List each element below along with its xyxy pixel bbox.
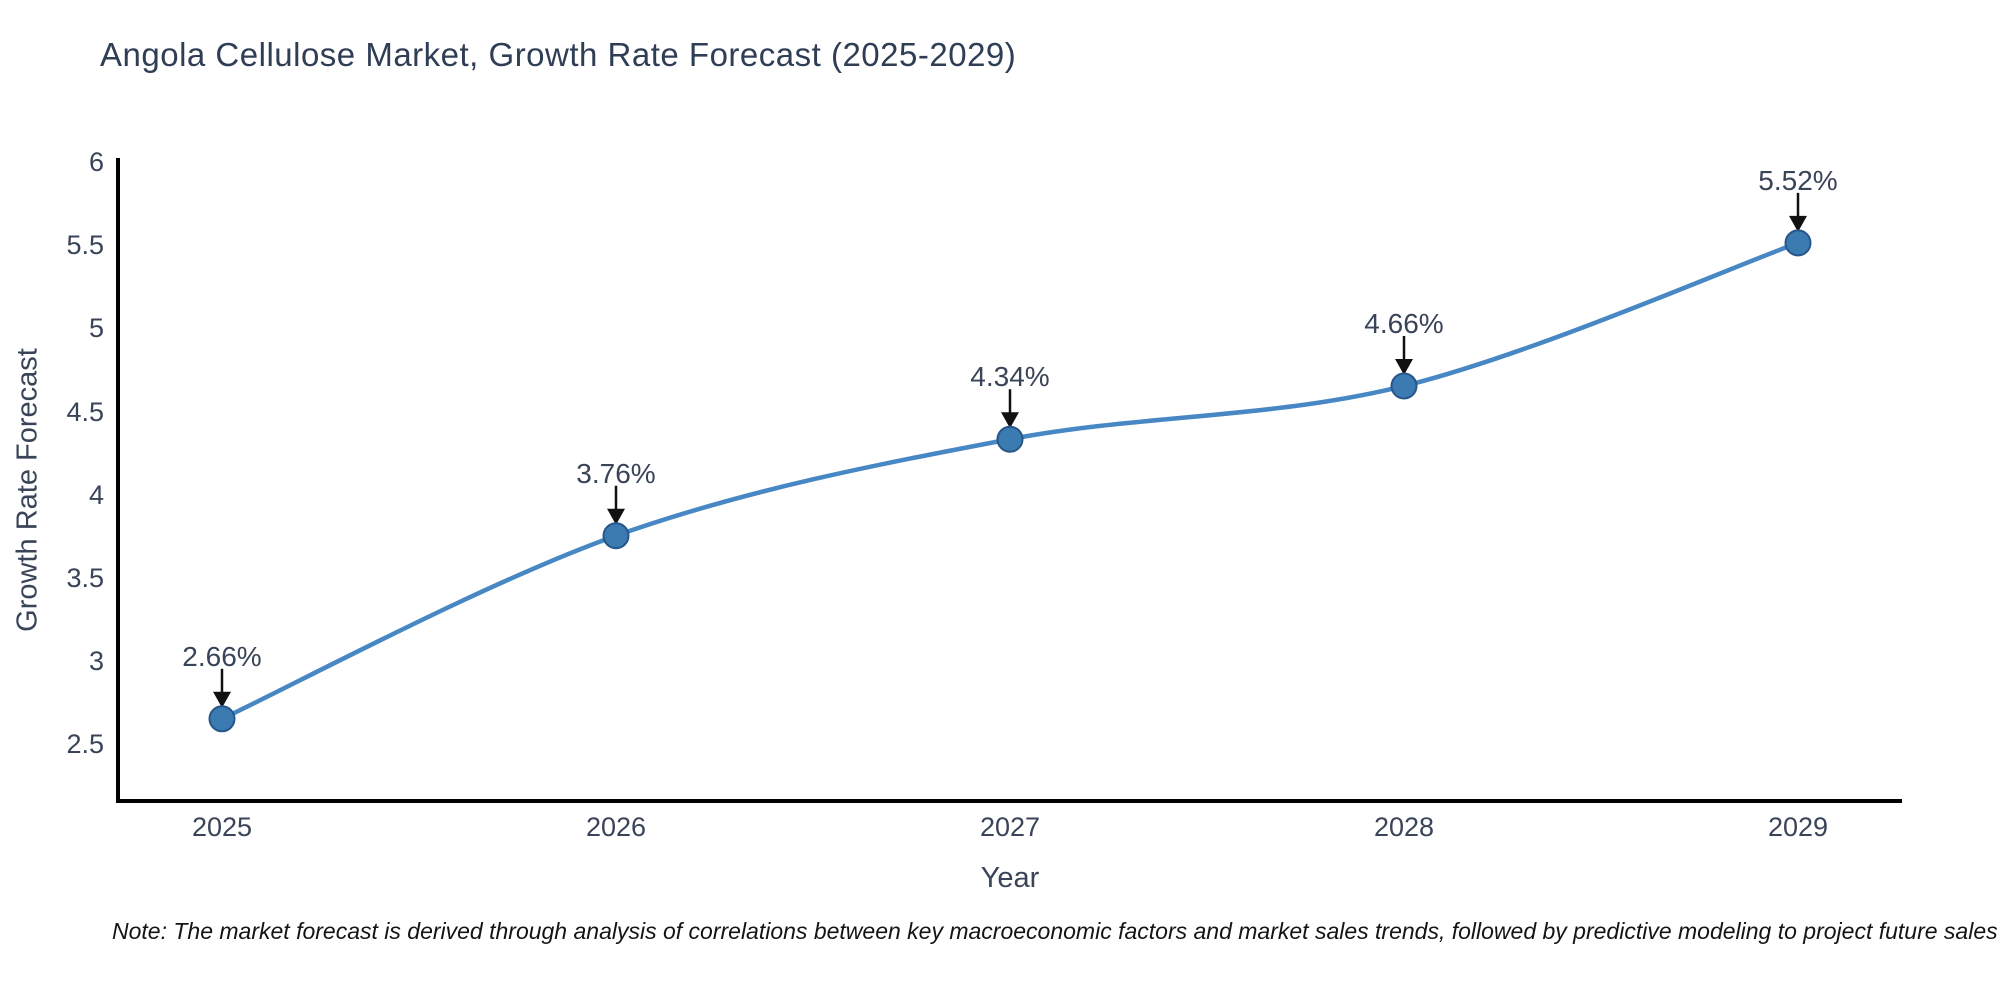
data-point-marker xyxy=(602,522,630,550)
annotation-arrow-head xyxy=(213,691,231,708)
annotation-arrow-head xyxy=(607,508,625,525)
x-tick-label: 2028 xyxy=(1373,812,1435,842)
x-tick-label: 2029 xyxy=(1767,812,1829,842)
y-tick-label: 3 xyxy=(88,646,104,677)
y-tick-label: 4.5 xyxy=(66,396,104,427)
x-axis-label: Year xyxy=(980,862,1040,894)
x-tick-label: 2025 xyxy=(191,812,253,842)
data-point-marker xyxy=(208,705,236,733)
x-tick-label: 2026 xyxy=(585,812,647,842)
point-value-label: 5.52% xyxy=(1758,164,1838,196)
y-tick-label: 6 xyxy=(88,147,104,177)
annotation-arrow-head xyxy=(1395,358,1413,375)
data-point-marker xyxy=(1390,372,1418,400)
y-tick-label: 2.5 xyxy=(66,729,104,760)
annotation-arrow-head xyxy=(1001,412,1019,429)
y-tick-label: 4 xyxy=(88,479,104,510)
point-value-label: 3.76% xyxy=(576,457,656,489)
y-tick-label: 5 xyxy=(88,313,104,344)
annotation-arrow-head xyxy=(1789,215,1807,232)
data-point-marker xyxy=(1784,229,1812,257)
data-point-marker xyxy=(996,425,1024,453)
point-value-label: 4.66% xyxy=(1364,307,1444,339)
y-axis-label: Growth Rate Forecast xyxy=(11,348,44,632)
trend-line xyxy=(221,240,1799,721)
footnote: Note: The market forecast is derived thr… xyxy=(112,918,1998,944)
y-tick-label: 3.5 xyxy=(66,563,104,593)
x-tick-label: 2027 xyxy=(979,812,1041,842)
point-value-label: 2.66% xyxy=(182,640,262,672)
y-tick-label: 5.5 xyxy=(66,230,104,261)
chart-title: Angola Cellulose Market, Growth Rate For… xyxy=(100,36,1017,73)
point-value-label: 4.34% xyxy=(970,361,1050,393)
